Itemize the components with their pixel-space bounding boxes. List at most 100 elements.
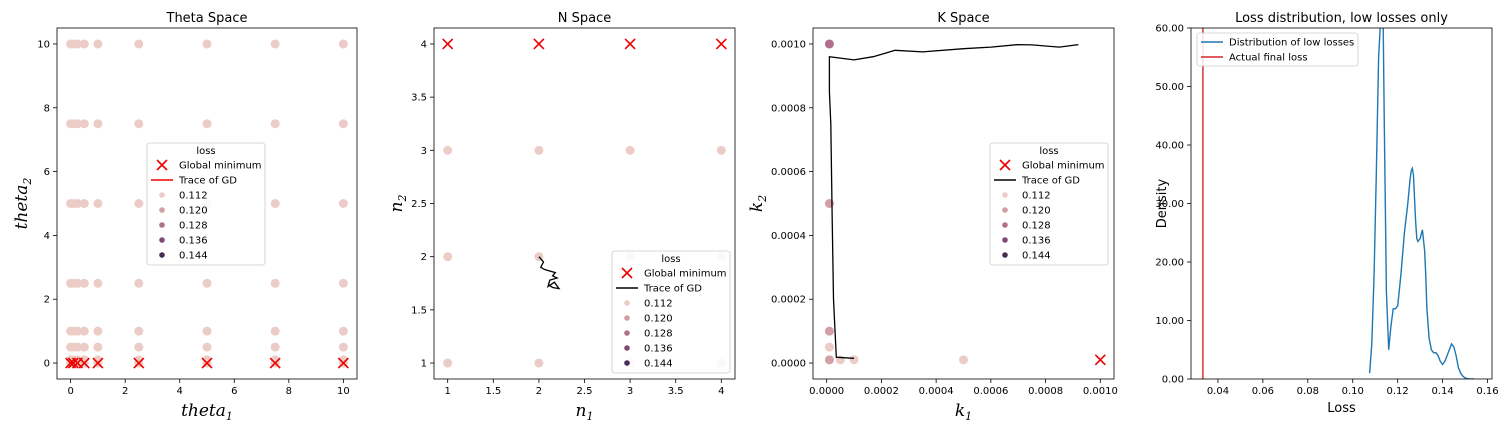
chart-3-xlabel-text: k: [955, 401, 965, 421]
global-minimum-marker: [533, 38, 545, 50]
data-point: [338, 342, 348, 352]
data-point: [270, 326, 280, 336]
data-point: [79, 39, 89, 49]
chart-1-plot-area: [65, 39, 349, 369]
legend-trace-label: Trace of GD: [1021, 176, 1080, 187]
legend-level-label: 0.112: [1022, 191, 1051, 202]
data-point: [93, 326, 103, 336]
legend-minimum-label: Global minimum: [1022, 161, 1105, 172]
x-tick-label: 0.0006: [973, 386, 1008, 397]
y-tick-label: 0: [44, 359, 50, 370]
y-tick-label: 1.5: [411, 305, 427, 316]
data-point: [202, 342, 212, 352]
y-tick-label: 10: [37, 39, 50, 50]
y-tick-label: 6: [44, 167, 50, 178]
data-point: [959, 355, 968, 365]
x-tick-label: 1.5: [485, 386, 501, 397]
gd-trace-line: [538, 256, 561, 290]
data-point: [93, 278, 103, 288]
chart-4-frame: [1190, 27, 1493, 380]
data-point: [270, 342, 280, 352]
legend-level-label: 0.112: [179, 191, 208, 202]
legend-level-dot: [159, 222, 165, 228]
chart-3-plot-area: [824, 39, 1106, 366]
legend-level-label: 0.144: [644, 359, 673, 370]
global-minimum-marker: [337, 357, 349, 369]
x-tick-label: 0.12: [1387, 386, 1409, 397]
x-tick-label: 0.0002: [864, 386, 899, 397]
data-point: [202, 278, 212, 288]
chart-2-title: N Space: [558, 11, 611, 26]
data-point: [93, 119, 103, 129]
y-tick-label: 0.0006: [771, 167, 806, 178]
legend-minimum-label: Global minimum: [179, 161, 262, 172]
data-point: [79, 342, 89, 352]
legend-level-label: 0.144: [179, 251, 208, 262]
legend-level-dot: [624, 330, 630, 336]
chart-1-ylabel-text: theta: [12, 185, 32, 230]
legend-level-dot: [1002, 222, 1008, 228]
chart-2-ylabel-text: n: [387, 202, 407, 213]
data-point: [134, 342, 144, 352]
legend-level-dot: [159, 207, 165, 213]
gd-trace-line: [828, 43, 1079, 359]
global-minimum-marker: [201, 357, 213, 369]
legend-minimum-marker: [156, 159, 168, 171]
x-tick-label: 3: [627, 386, 633, 397]
data-point: [134, 326, 144, 336]
x-tick-label: 10: [337, 386, 350, 397]
chart-2-legend: loss Global minimum Trace of GD 0.112 0.120 0…: [611, 250, 731, 374]
legend-level-dot: [1002, 252, 1008, 258]
y-tick-label: 8: [44, 103, 50, 114]
x-tick-label: 2: [122, 386, 128, 397]
legend-level-label: 0.128: [1022, 221, 1051, 232]
y-tick-label: 0.0002: [771, 295, 806, 306]
x-tick-label: 4: [718, 386, 724, 397]
data-point: [134, 278, 144, 288]
legend-box: [989, 142, 1109, 266]
legend-level-dot: [1002, 192, 1008, 198]
legend-box: [611, 250, 731, 374]
chart-2-frame: [433, 27, 736, 380]
data-point: [443, 358, 453, 368]
global-minimum-marker: [78, 357, 90, 369]
data-point: [443, 145, 453, 155]
x-tick-label: 8: [286, 386, 292, 397]
data-point: [270, 39, 280, 49]
legend-minimum-marker: [999, 159, 1011, 171]
data-point: [849, 355, 859, 365]
chart-4-title: Loss distribution, low losses only: [1235, 11, 1448, 26]
legend-label: Distribution of low losses: [1229, 38, 1354, 49]
data-point: [625, 145, 635, 155]
legend-level-label: 0.120: [179, 206, 208, 217]
legend-level-label: 0.112: [644, 299, 673, 310]
x-tick-label: 0.0004: [919, 386, 954, 397]
data-point: [202, 326, 212, 336]
global-minimum-marker: [269, 357, 281, 369]
data-point: [93, 342, 103, 352]
kde-line: [1368, 28, 1474, 379]
x-tick-label: 6: [231, 386, 237, 397]
legend-level-dot: [624, 300, 630, 306]
chart-2-ylabel-subscript: 2: [396, 195, 409, 203]
legend-level-dot: [1002, 207, 1008, 213]
data-point: [93, 39, 103, 49]
chart-4-plot-area: [1202, 28, 1474, 379]
data-point: [824, 355, 834, 365]
x-tick-label: 0.08: [1297, 386, 1319, 397]
data-point: [134, 199, 144, 208]
data-point: [270, 278, 280, 288]
legend-level-label: 0.128: [179, 221, 208, 232]
x-tick-label: 0.14: [1431, 386, 1453, 397]
chart-2-ylabel: n2: [387, 195, 409, 213]
chart-1-frame: [56, 27, 358, 380]
y-tick-label: 40.00: [1155, 141, 1184, 152]
y-tick-label: 3: [421, 146, 427, 157]
chart-3-legend: loss Global minimum Trace of GD 0.112 0.120 0…: [989, 142, 1109, 266]
y-tick-label: 0.00: [1162, 375, 1184, 386]
data-point: [338, 199, 348, 208]
x-tick-label: 0.16: [1476, 386, 1498, 397]
y-tick-label: 50.00: [1155, 82, 1184, 93]
